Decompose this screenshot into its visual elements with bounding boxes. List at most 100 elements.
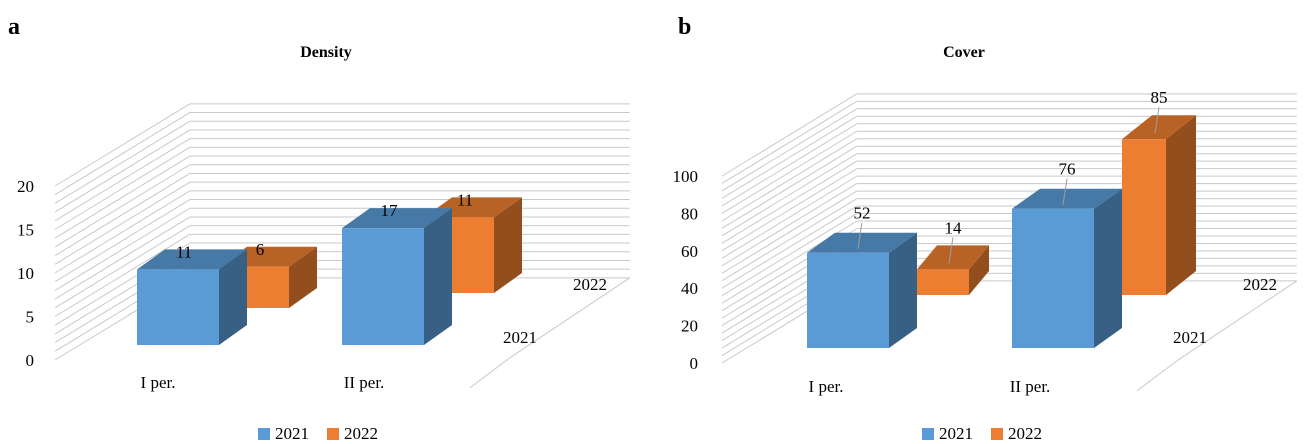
depth-label-1-1: 2022 [1243,275,1277,294]
gridline-side-0-19 [54,112,191,196]
y-tick-label-0-2: 10 [17,264,34,283]
legend-a-item-2022: 2022 [327,424,378,444]
gridline-side-0-12 [54,173,191,257]
legend-a-item-2021: 2021 [258,424,309,444]
bar-top-1-2022-1 [1122,115,1196,140]
panel-a-title: Density [300,44,352,61]
bar-side-0-2021-1 [424,208,452,345]
gridline-side-0-18 [54,120,191,204]
gridline-side-1-17 [721,153,858,237]
gridline-side-1-15 [721,168,858,252]
category-label-1-1: II per. [1010,377,1051,396]
y-tick-label-0-4: 20 [17,177,34,196]
data-label-0-2022-1: 11 [457,190,473,209]
y-tick-label-1-3: 60 [681,242,698,261]
bar-1-2022-0 [917,269,969,295]
legend-b-item-2022: 2022 [991,424,1042,444]
gridline-side-0-11 [54,181,191,265]
y-tick-label-1-0: 0 [690,354,699,373]
bar-side-0-2022-0 [289,246,317,308]
bar-side-0-2022-1 [494,197,522,293]
data-label-1-2021-0: 52 [854,204,871,223]
legend-a-label-2021: 2021 [275,424,309,443]
data-label-1-2022-1: 85 [1151,88,1168,107]
bar-0-2021-0 [137,269,219,345]
data-label-0-2021-0: 11 [176,242,192,261]
gridline-side-0-7 [54,216,191,300]
bar-side-1-2022-1 [1166,115,1196,295]
y-tick-label-0-1: 5 [26,308,35,327]
y-tick-label-1-4: 80 [681,204,698,223]
bar-side-1-2021-0 [889,232,917,348]
gridline-side-0-8 [54,207,191,291]
legend-b: 2021 2022 [922,424,1060,444]
gridline-side-1-11 [721,198,858,282]
data-label-0-2022-0: 6 [256,240,265,259]
legend-b-item-2021: 2021 [922,424,973,444]
depth-label-0-1: 2022 [573,275,607,294]
y-tick-label-1-2: 40 [681,279,698,298]
data-label-leader-1-2022-1 [1154,107,1160,134]
bar-top-1-2021-1 [1012,188,1122,209]
floor-edge-1 [1176,280,1298,362]
gridline-side-1-14 [721,175,858,259]
gridline-side-1-22 [721,115,858,199]
gridline-side-1-13 [721,183,858,267]
gridline-side-1-12 [721,190,858,274]
data-label-leader-1-2021-0 [857,222,863,249]
gridline-side-1-16 [721,160,858,244]
legend-a: 2021 2022 [258,424,396,444]
gridline-side-0-16 [54,138,191,222]
bar-side-0-2021-0 [219,249,247,345]
y-tick-label-0-3: 15 [17,221,34,240]
gridline-side-0-15 [54,146,191,230]
bar-1-2022-1 [1122,139,1166,295]
bar-top-1-2021-0 [807,232,917,253]
gridline-side-1-21 [721,123,858,207]
bar-top-1-2022-0 [917,245,989,270]
gridline-side-0-13 [54,164,191,248]
gridline-side-1-25 [721,93,858,177]
panel-b-letter: b [678,14,692,40]
gridline-side-1-10 [721,205,858,289]
gridline-side-0-5 [54,233,191,317]
legend-b-swatch-2022 [991,428,1003,440]
gridline-side-1-20 [721,130,858,214]
bar-side-1-2022-0 [969,245,989,295]
gridline-side-1-23 [721,108,858,192]
category-label-1-0: I per. [809,377,844,396]
depth-label-1-0: 2021 [1173,328,1207,347]
gridline-side-1-9 [721,213,858,297]
floor-edge2-1 [1136,360,1178,392]
depth-label-0-0: 2021 [503,328,537,347]
floor-edge2-0 [469,357,511,389]
y-tick-label-1-5: 100 [673,167,699,186]
bar-1-2021-1 [1012,208,1094,348]
bar-top-0-2021-0 [137,249,247,270]
legend-b-label-2022: 2022 [1008,424,1042,443]
gridline-side-0-14 [54,155,191,239]
gridline-side-1-24 [721,100,858,184]
panel-b-title: Cover [943,44,985,61]
bar-top-0-2021-1 [342,208,452,229]
data-label-1-2021-1: 76 [1059,160,1076,179]
gridline-side-0-20 [54,103,191,187]
bar-1-2021-0 [807,252,889,348]
legend-b-swatch-2021 [922,428,934,440]
legend-a-swatch-2022 [327,428,339,440]
bar-side-1-2021-1 [1094,188,1122,348]
legend-a-swatch-2021 [258,428,270,440]
gridline-side-0-17 [54,129,191,213]
data-label-leader-1-2021-1 [1062,178,1068,205]
gridline-side-0-9 [54,199,191,283]
gridline-side-0-6 [54,225,191,309]
y-tick-label-0-0: 0 [26,351,35,370]
data-label-leader-1-2022-0 [948,237,954,264]
category-label-0-0: I per. [141,373,176,392]
floor-edge-0 [509,277,631,359]
gridline-side-1-18 [721,145,858,229]
gridline-side-1-19 [721,138,858,222]
panel-a-letter: a [8,14,20,40]
bar-0-2021-1 [342,228,424,345]
